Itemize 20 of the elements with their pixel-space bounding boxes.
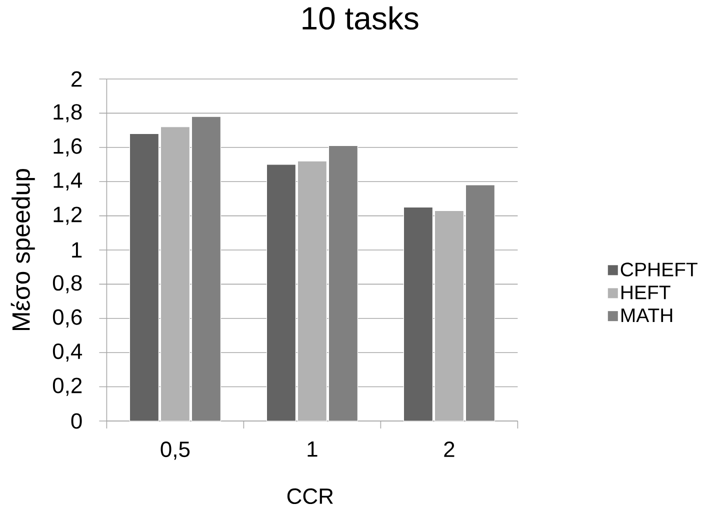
x-tick-label: 2 [444,442,454,457]
y-axis-title: Μέσο speedup [10,168,35,330]
legend-label: CPHEFT [620,262,698,276]
y-tick-label: 1 [72,242,82,258]
y-tick-label: 0,8 [52,275,82,294]
y-tick-label: 2 [72,71,82,87]
x-tick-label: 1 [308,442,318,457]
y-tick-label: 0 [71,413,82,429]
y-tick-label: 1,6 [54,138,82,156]
legend-label: MATH [621,308,672,322]
x-axis-title: CCR [287,488,333,504]
y-tick-label: 0,4 [52,343,82,362]
y-tick-label: 1,2 [54,206,82,225]
y-tick-label: 1,8 [54,104,82,122]
x-tick-label: 0,5 [160,442,190,460]
legend-label: HEFT [621,286,670,300]
y-tick-label: 1,4 [54,172,82,191]
y-tick-label: 0,6 [52,309,82,328]
y-tick-label: 0,2 [52,378,82,396]
chart-title: 10 tasks [302,6,418,30]
